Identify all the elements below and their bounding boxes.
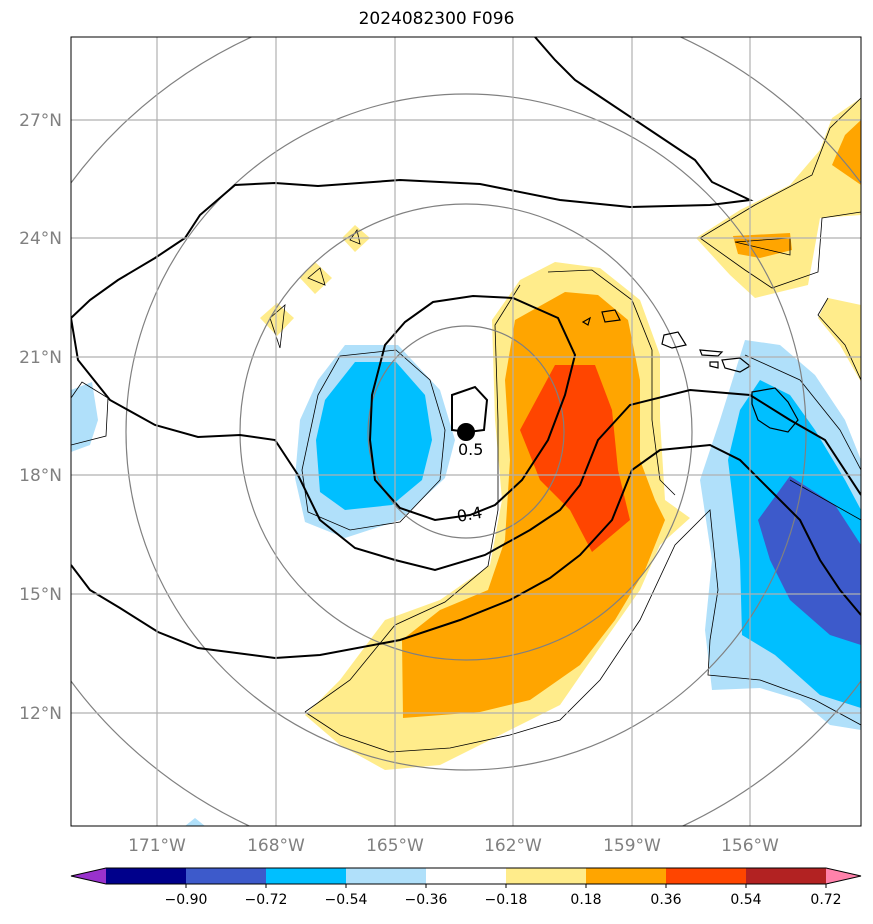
range-rings	[71, 37, 861, 826]
colorbar-swatch	[586, 868, 667, 884]
colorbar-extend-min	[71, 868, 106, 884]
colorbar-tick-label: 0.54	[730, 892, 761, 908]
storm-center-marker	[457, 423, 475, 441]
colorbar-swatch	[346, 868, 427, 884]
contour-label-0-5: 0.5	[458, 440, 483, 459]
lon-tick-label: 168°W	[247, 836, 305, 856]
thick-contour-lines	[71, 37, 861, 660]
longitude-axis: 171°W 168°W 165°W 162°W 159°W 156°W	[128, 836, 779, 856]
chart-title: 2024082300 F096	[358, 9, 515, 29]
colorbar-tick-label: −0.72	[245, 892, 288, 908]
colorbar-tick-label: 0.36	[650, 892, 681, 908]
colorbar-tick-label: −0.18	[485, 892, 528, 908]
colorbar-swatch	[106, 868, 187, 884]
contour-label-0-4: 0.4	[455, 503, 483, 526]
colorbar-outline	[70, 867, 862, 885]
lon-tick-label: 165°W	[366, 836, 424, 856]
colorbar-tick-label: 0.72	[810, 892, 841, 908]
colorbar-swatch	[666, 868, 747, 884]
colorbar-swatch	[426, 868, 507, 884]
lat-tick-label: 12°N	[19, 704, 62, 724]
lat-tick-label: 21°N	[19, 348, 62, 368]
coastline-islands	[581, 309, 799, 433]
lat-tick-label: 18°N	[19, 466, 62, 486]
lon-tick-label: 159°W	[603, 836, 661, 856]
colorbar-tick-label: −0.54	[325, 892, 368, 908]
colorbar-swatch	[186, 868, 267, 884]
thin-contour-lines	[71, 97, 861, 753]
lon-tick-label: 162°W	[484, 836, 542, 856]
colorbar-tick-label: −0.36	[405, 892, 448, 908]
map-frame	[70, 36, 862, 827]
colorbar: −0.90 −0.72 −0.54 −0.36 −0.18 0.18 0.36 0.54 0.7…	[70, 867, 862, 908]
colorbar-extend-max	[826, 868, 861, 884]
colorbar-swatch	[506, 868, 587, 884]
negative-anomaly-field-west	[71, 345, 455, 826]
colorbar-swatch	[746, 868, 827, 884]
lat-tick-label: 24°N	[19, 229, 62, 249]
colorbar-swatch	[266, 868, 347, 884]
colorbar-tick-label: −0.90	[165, 892, 208, 908]
positive-anomaly-field	[305, 262, 690, 770]
lon-tick-label: 156°W	[721, 836, 779, 856]
lat-tick-label: 15°N	[19, 585, 62, 605]
colorbar-tick-label: 0.18	[570, 892, 601, 908]
lat-tick-label: 27°N	[19, 111, 62, 131]
lon-tick-label: 171°W	[128, 836, 186, 856]
gridlines	[71, 37, 861, 826]
latitude-axis: 27°N 24°N 21°N 18°N 15°N 12°N	[19, 111, 62, 724]
